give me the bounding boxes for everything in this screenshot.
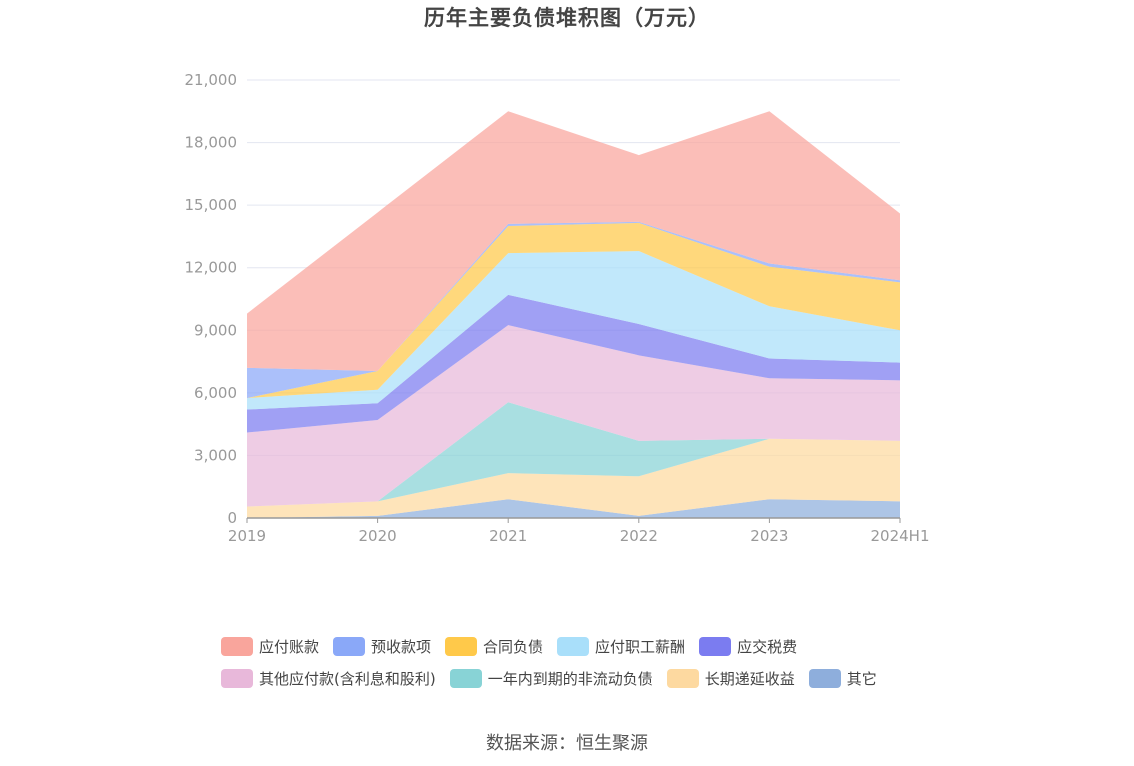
legend-label: 预收款项	[371, 637, 432, 656]
legend: 应付账款 预收款项 合同负债 应付职工薪酬 应交税费 其他应付款(含利息和股利) 一年内到…	[221, 630, 941, 694]
legend-swatch	[808, 668, 841, 688]
y-tick-label: 9,000	[194, 321, 237, 339]
y-tick-label: 3,000	[194, 446, 237, 464]
legend-swatch	[221, 636, 253, 656]
y-tick-label: 21,000	[185, 71, 238, 89]
legend-item[interactable]: 应付账款	[221, 636, 319, 657]
legend-item[interactable]: 一年内到期的非流动负债	[449, 668, 653, 689]
legend-swatch	[445, 636, 478, 656]
legend-swatch	[449, 668, 482, 688]
legend-item[interactable]: 预收款项	[333, 636, 431, 657]
legend-swatch	[221, 668, 253, 688]
area-series	[247, 111, 900, 518]
axes: 0 3,000 6,000 9,000 12,000 15,000 18,000 21,000…	[185, 71, 930, 545]
legend-item[interactable]: 其他应付款(含利息和股利)	[221, 668, 436, 689]
legend-label: 其它	[846, 669, 877, 688]
chart-title: 历年主要负债堆积图（万元）	[424, 6, 710, 30]
legend-row: 应付账款 预收款项 合同负债 应付职工薪酬 应交税费	[221, 630, 941, 662]
legend-item[interactable]: 应交税费	[699, 636, 797, 657]
legend-label: 应付职工薪酬	[595, 637, 686, 656]
legend-label: 一年内到期的非流动负债	[487, 669, 653, 688]
area-一年内到期的非流动负债	[247, 402, 900, 507]
area-预收款项	[247, 221, 900, 399]
area-长期递延收益	[247, 438, 900, 518]
x-tick-label: 2022	[620, 527, 658, 545]
x-tick-label: 2021	[489, 527, 527, 545]
legend-swatch	[333, 636, 366, 656]
legend-row: 其他应付款(含利息和股利) 一年内到期的非流动负债 长期递延收益 其它	[221, 662, 941, 694]
legend-label: 其他应付款(含利息和股利)	[259, 669, 436, 688]
legend-label: 长期递延收益	[704, 669, 795, 688]
y-tick-label: 18,000	[185, 134, 238, 152]
y-tick-label: 0	[227, 509, 237, 527]
x-tick-label: 2019	[228, 527, 266, 545]
area-合同负债	[247, 222, 900, 399]
area-应付职工薪酬	[247, 251, 900, 410]
legend-item[interactable]: 长期递延收益	[666, 668, 795, 689]
area-其它	[247, 499, 900, 518]
legend-swatch	[557, 636, 590, 656]
area-其他应付款(含利息和股利)	[247, 325, 900, 507]
legend-swatch	[699, 636, 732, 656]
y-tick-label: 15,000	[185, 196, 238, 214]
area-应交税费	[247, 294, 900, 433]
legend-label: 应付账款	[259, 637, 320, 656]
y-tick-label: 12,000	[185, 259, 238, 277]
area-应付账款	[247, 111, 900, 371]
legend-item[interactable]: 应付职工薪酬	[557, 636, 685, 657]
x-tick-label: 2024H1	[871, 527, 930, 545]
legend-swatch	[666, 668, 699, 688]
x-tick-label: 2020	[359, 527, 397, 545]
legend-item[interactable]: 合同负债	[445, 636, 543, 657]
y-tick-label: 6,000	[194, 384, 237, 402]
data-source: 数据来源：恒生聚源	[486, 733, 648, 754]
legend-item[interactable]: 其它	[808, 668, 877, 689]
legend-label: 应交税费	[737, 637, 798, 656]
legend-label: 合同负债	[483, 637, 544, 656]
x-tick-label: 2023	[750, 527, 788, 545]
